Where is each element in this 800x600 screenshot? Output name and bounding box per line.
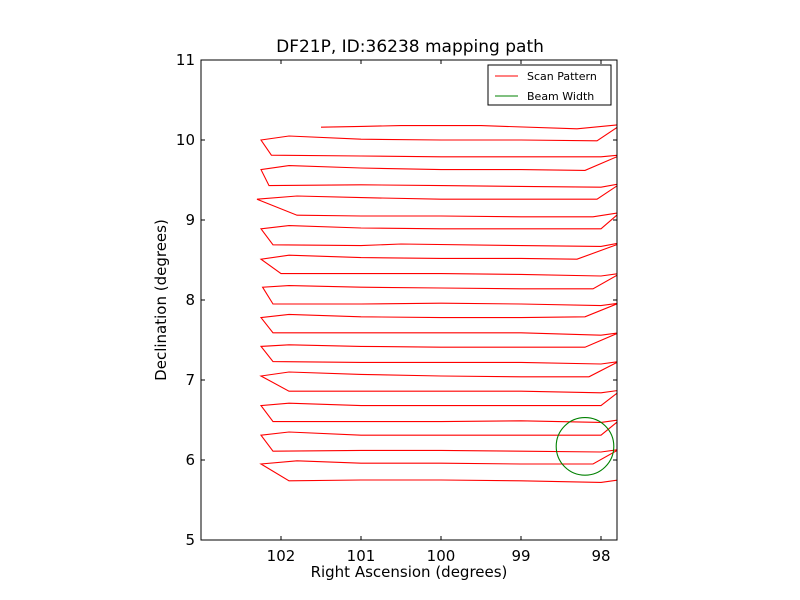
chart-title: DF21P, ID:36238 mapping path (276, 37, 544, 57)
x-tick-label: 102 (267, 547, 296, 565)
y-tick-label: 6 (185, 451, 195, 469)
legend: Scan Pattern Beam Width (487, 64, 612, 106)
y-axis-label: Declination (degrees) (152, 219, 170, 381)
y-tick-label: 8 (185, 291, 195, 309)
series-beam-width-circle (555, 417, 615, 476)
y-tick-label: 9 (185, 211, 195, 229)
y-tick-label: 11 (176, 51, 195, 69)
legend-box (487, 64, 612, 106)
x-tick-label: 98 (591, 547, 610, 565)
legend-label-beam-width: Beam Width (527, 90, 594, 103)
y-tick-label: 10 (176, 131, 195, 149)
x-tick-label: 99 (511, 547, 530, 565)
y-tick-label: 5 (185, 531, 195, 549)
axis-ticks: 102 101 100 99 98 5 6 7 8 9 10 11 (176, 51, 617, 565)
plot-area (256, 124, 617, 483)
y-tick-label: 7 (185, 371, 195, 389)
x-tick-label: 100 (427, 547, 456, 565)
x-axis-label: Right Ascension (degrees) (311, 563, 508, 581)
series-scan-pattern-line (256, 124, 617, 483)
plot-frame (200, 59, 618, 541)
x-tick-label: 101 (347, 547, 376, 565)
legend-label-scan-pattern: Scan Pattern (527, 70, 597, 83)
